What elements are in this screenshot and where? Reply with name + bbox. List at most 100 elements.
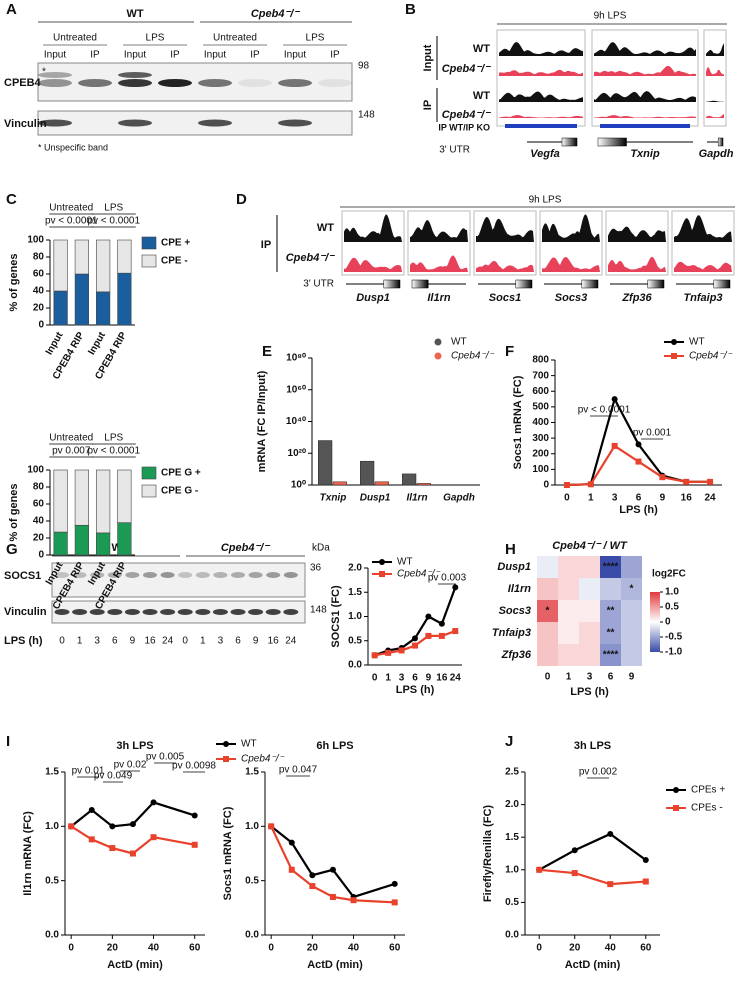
y-tick-label: 1.5 bbox=[505, 832, 519, 843]
x-tick-label: 0 bbox=[536, 943, 542, 954]
y-axis-label: Firefly/Renilla (FC) bbox=[482, 805, 494, 903]
x-tick-label: 60 bbox=[389, 943, 401, 954]
row-label: Il1rn bbox=[508, 583, 532, 595]
x-axis-label: ActD (min) bbox=[107, 959, 163, 971]
label: * Unspecific band bbox=[38, 142, 108, 152]
marker bbox=[438, 620, 445, 627]
label: 3 bbox=[218, 636, 224, 647]
y-tick-label: 10⁸⁰ bbox=[286, 353, 306, 364]
marker bbox=[635, 441, 642, 448]
x-tick-label: 0 bbox=[68, 943, 74, 954]
annotation: pv 0.001 bbox=[633, 428, 672, 439]
label: Dusp1 bbox=[356, 292, 390, 304]
legend-marker bbox=[223, 741, 229, 747]
marker bbox=[350, 897, 357, 904]
label: 6h LPS bbox=[316, 740, 353, 752]
x-tick-label: 9 bbox=[426, 673, 432, 684]
y-tick-label: 800 bbox=[532, 355, 549, 366]
legend-swatch bbox=[141, 466, 157, 480]
row-label: Zfp36 bbox=[501, 649, 532, 661]
y-tick-label: 1.0 bbox=[245, 821, 259, 832]
label: LPS (h) bbox=[4, 635, 43, 647]
label: 3 bbox=[94, 636, 100, 647]
band bbox=[198, 79, 232, 87]
x-axis-label: ActD (min) bbox=[565, 959, 621, 971]
band bbox=[118, 119, 152, 127]
label: 3' UTR bbox=[303, 279, 334, 290]
label: Cpeb4⁻/⁻ bbox=[221, 542, 270, 554]
marker bbox=[309, 883, 316, 890]
marker bbox=[129, 821, 136, 828]
x-tick-label: 40 bbox=[348, 943, 360, 954]
y-tick-label: 60 bbox=[33, 269, 45, 280]
label: IP bbox=[422, 100, 434, 110]
label: Untreated bbox=[213, 33, 257, 44]
annotation: pv < 0.0001 bbox=[578, 405, 631, 416]
y-tick-label: 600 bbox=[532, 386, 549, 397]
label: Cpeb4⁻/⁻ bbox=[442, 109, 491, 121]
coverage-track bbox=[499, 91, 583, 102]
marker bbox=[385, 649, 392, 656]
x-tick-label: 3 bbox=[587, 672, 593, 683]
label: 3h LPS bbox=[574, 740, 611, 752]
legend-label: WT bbox=[689, 337, 705, 348]
label: 6 bbox=[235, 636, 241, 647]
coverage-track bbox=[608, 256, 666, 272]
annotation: pv 0.007 bbox=[52, 446, 91, 457]
legend-label: CPE G + bbox=[161, 468, 201, 479]
band bbox=[195, 572, 210, 578]
bar bbox=[53, 469, 68, 533]
marker bbox=[391, 880, 398, 887]
label: Socs1 bbox=[489, 292, 521, 304]
x-axis-label: LPS (h) bbox=[619, 504, 658, 516]
coverage-track bbox=[499, 69, 583, 76]
y-tick-label: 10⁶⁰ bbox=[286, 384, 306, 395]
gene-model bbox=[717, 137, 724, 147]
x-tick-label: Dusp1 bbox=[360, 493, 391, 504]
label: 6 bbox=[112, 636, 118, 647]
track-box bbox=[407, 210, 471, 276]
x-tick-label: 1 bbox=[588, 493, 594, 504]
colorbar-tick-label: -0.5 bbox=[665, 632, 683, 643]
legend-marker bbox=[671, 353, 677, 359]
bar bbox=[96, 291, 111, 326]
coverage-track bbox=[594, 42, 696, 56]
y-tick-label: 1.5 bbox=[45, 767, 59, 778]
band bbox=[118, 72, 152, 78]
marker bbox=[587, 481, 594, 488]
band bbox=[72, 609, 88, 615]
legend-swatch bbox=[141, 484, 157, 498]
coverage-track bbox=[594, 115, 696, 118]
x-tick-label: Input bbox=[44, 330, 66, 357]
marker bbox=[412, 635, 418, 642]
heatmap-cell bbox=[600, 578, 621, 600]
marker bbox=[536, 866, 543, 873]
y-tick-label: 0.5 bbox=[505, 897, 519, 908]
gene-model bbox=[515, 279, 533, 289]
marker bbox=[288, 866, 295, 873]
x-axis-label: ActD (min) bbox=[307, 959, 363, 971]
x-tick-label: 6 bbox=[412, 673, 418, 684]
label: D bbox=[236, 191, 247, 208]
band bbox=[143, 572, 157, 578]
marker bbox=[150, 834, 157, 841]
label: 16 bbox=[144, 636, 156, 647]
x-tick-label: Gapdh bbox=[443, 493, 475, 504]
legend-label: CPEs + bbox=[691, 785, 725, 796]
label: * bbox=[42, 67, 46, 78]
heatmap-cell bbox=[537, 556, 558, 578]
band bbox=[125, 572, 140, 578]
y-tick-label: 200 bbox=[532, 448, 549, 459]
track-box bbox=[539, 210, 603, 276]
heatmap-cell bbox=[579, 578, 600, 600]
x-axis-label: LPS (h) bbox=[570, 686, 609, 698]
x-tick-label: Txnip bbox=[320, 493, 347, 504]
y-tick-label: 40 bbox=[33, 286, 45, 297]
y-tick-label: 10²⁰ bbox=[288, 448, 306, 459]
marker bbox=[150, 799, 157, 806]
coverage-track bbox=[344, 214, 402, 242]
label: Input bbox=[44, 50, 66, 61]
label: WT bbox=[317, 222, 334, 234]
heatmap-cell bbox=[621, 600, 642, 622]
label: Input bbox=[284, 50, 306, 61]
